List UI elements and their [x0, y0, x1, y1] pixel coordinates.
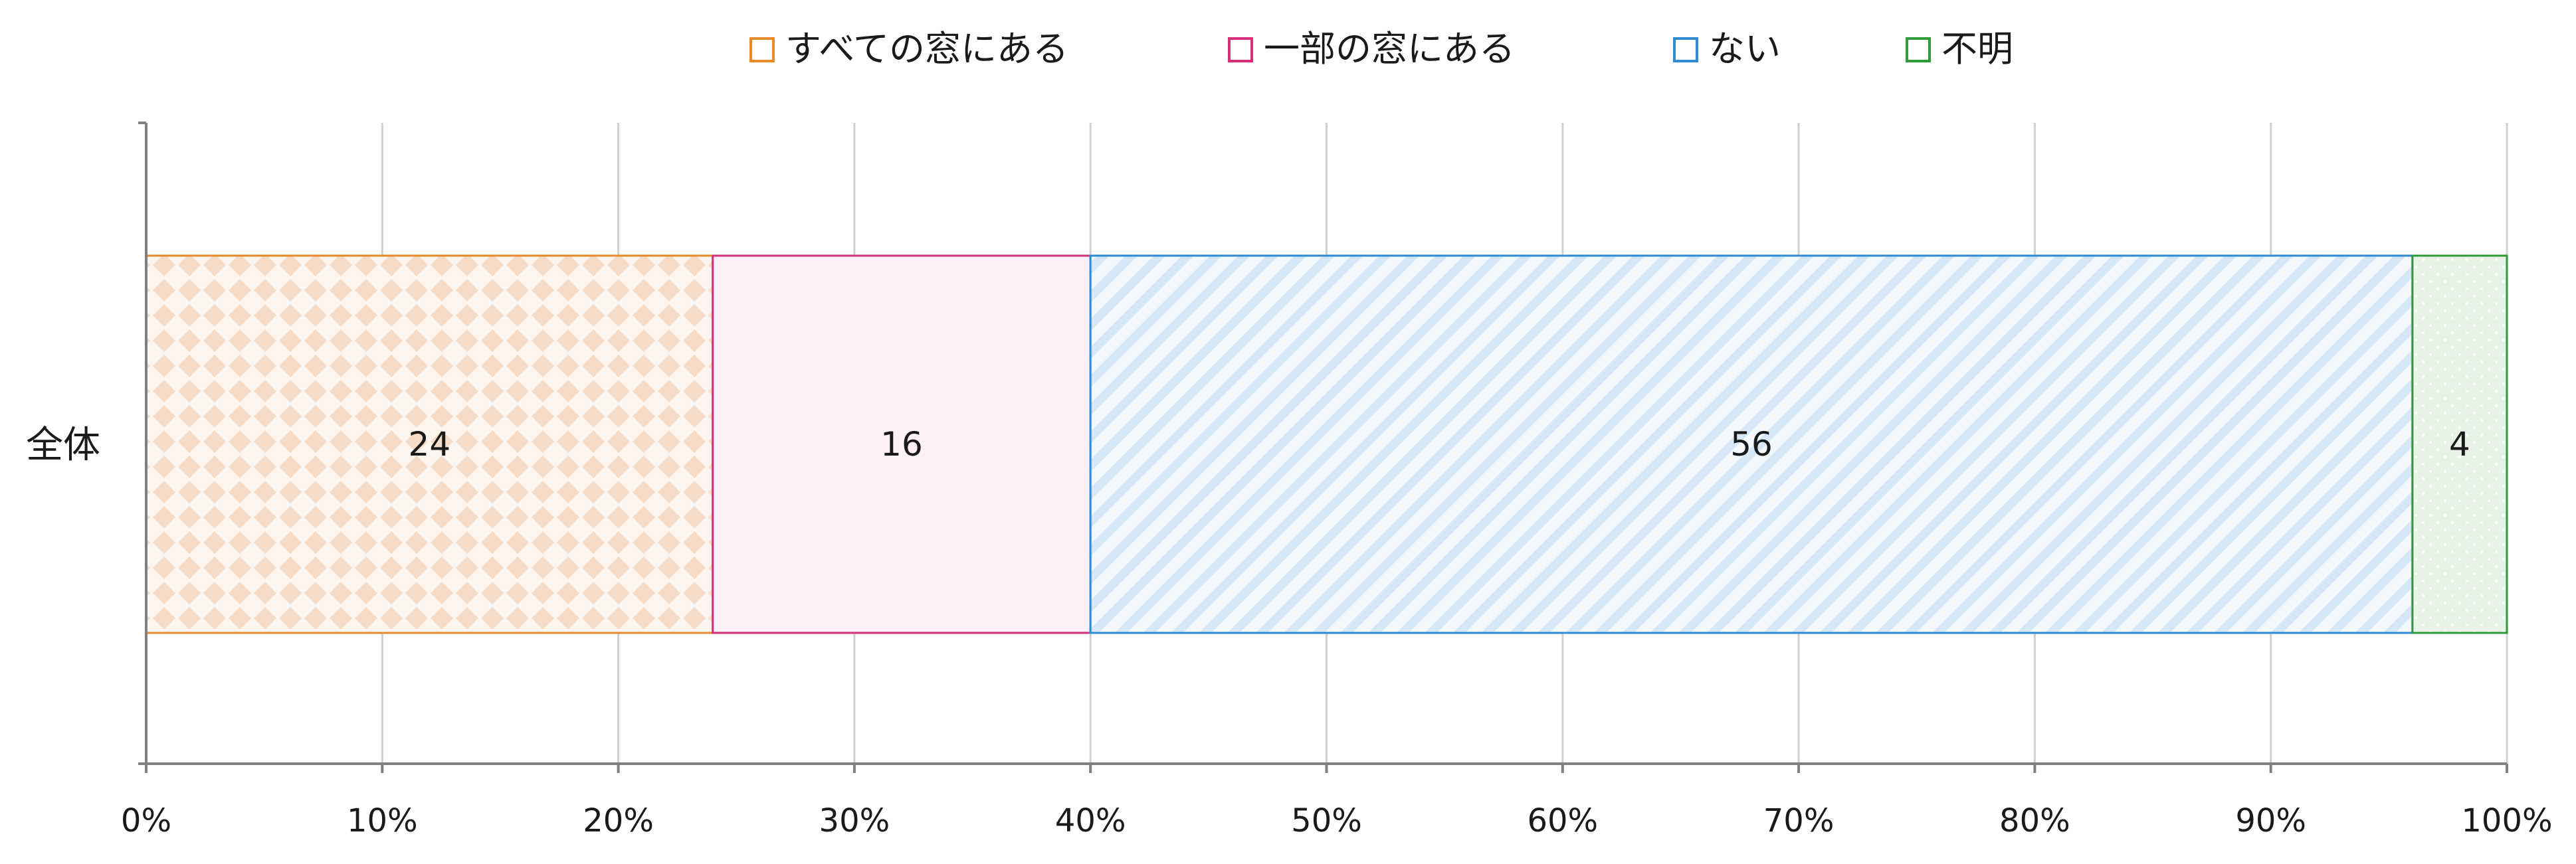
legend-label-3: ない: [1709, 28, 1781, 70]
bar-segment-1: [145, 254, 714, 634]
legend: すべての窓にある 一部の窓にある ない 不明: [749, 28, 2013, 70]
legend-swatch-1: [749, 37, 775, 62]
x-tick-label: 10%: [347, 802, 418, 839]
bar-segment-3: [1089, 254, 2414, 634]
legend-label-1: すべての窓にある: [785, 28, 1068, 70]
x-tick-label: 90%: [2235, 802, 2306, 839]
x-tick-label: 70%: [1763, 802, 1834, 839]
data-label-1: 24: [409, 425, 451, 464]
bar-segment-4: [2411, 254, 2508, 634]
labels: 24 16 56 4 全体 0% 10% 20% 30% 40% 50% 60% 70% 80% 90% 10…: [26, 424, 2553, 839]
bar-segment-2: [712, 254, 1092, 634]
bar-segments: [145, 254, 2508, 634]
x-tick-label: 20%: [583, 802, 654, 839]
x-tick-label: 40%: [1055, 802, 1126, 839]
category-label: 全体: [26, 424, 100, 467]
legend-swatch-4: [1906, 37, 1931, 62]
x-tick-label: 30%: [819, 802, 890, 839]
x-tick-label: 80%: [1999, 802, 2070, 839]
data-label-2: 16: [880, 425, 923, 464]
x-tick-label: 100%: [2461, 802, 2552, 839]
x-tick-label: 50%: [1291, 802, 1362, 839]
legend-label-2: 一部の窓にある: [1264, 28, 1515, 70]
x-tick-label: 60%: [1527, 802, 1598, 839]
data-label-3: 56: [1730, 425, 1773, 464]
legend-swatch-2: [1228, 37, 1253, 62]
x-tick-label: 0%: [121, 802, 171, 839]
legend-swatch-3: [1673, 37, 1698, 62]
legend-label-4: 不明: [1941, 28, 2013, 70]
axes: [138, 122, 2508, 773]
data-label-4: 4: [2449, 425, 2470, 464]
